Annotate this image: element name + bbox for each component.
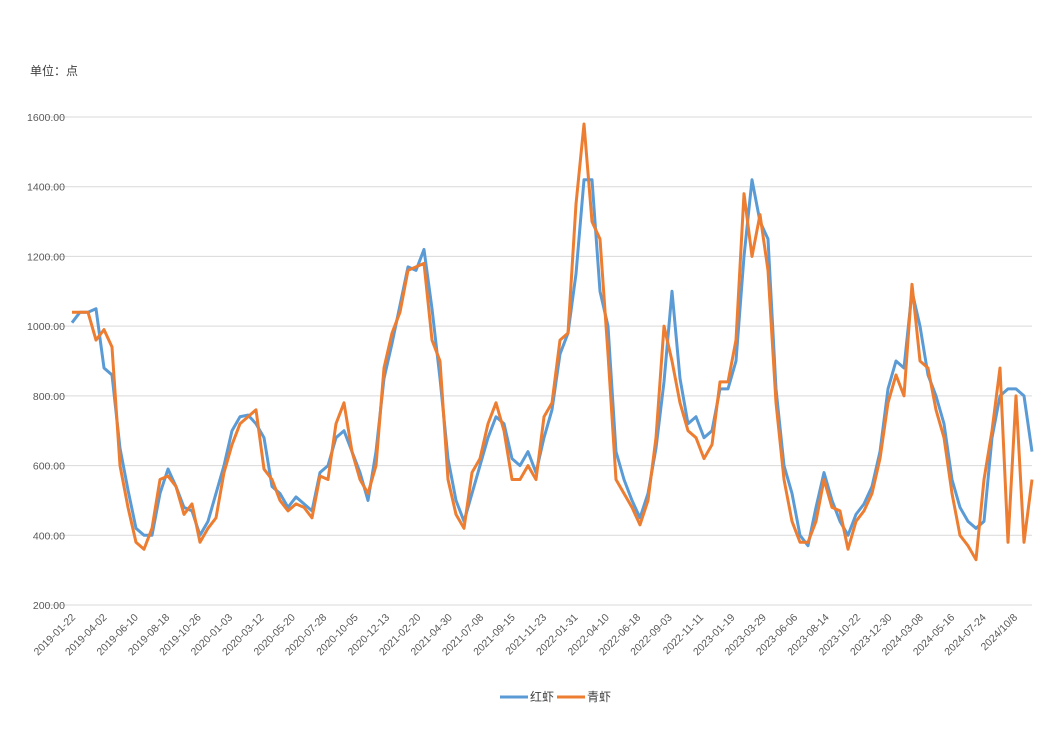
y-tick-label: 1000.00	[27, 321, 65, 333]
unit-label: 单位：点	[30, 64, 79, 78]
y-tick-label: 1600.00	[27, 112, 65, 124]
y-tick-label: 400.00	[33, 530, 65, 542]
legend-label: 红虾	[530, 689, 554, 704]
y-tick-label: 200.00	[33, 600, 65, 612]
y-tick-label: 1200.00	[27, 251, 65, 263]
y-tick-label: 800.00	[33, 391, 65, 403]
legend-label: 青虾	[587, 690, 611, 704]
y-tick-label: 1400.00	[27, 182, 65, 194]
y-tick-label: 600.00	[33, 461, 65, 473]
series-line-red-shrimp	[70, 178, 1034, 548]
